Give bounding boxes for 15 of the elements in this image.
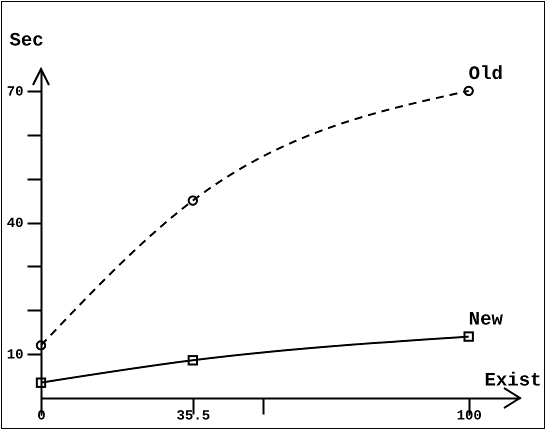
series-label: Old [468, 62, 503, 85]
point [188, 355, 198, 366]
y-tick-label: 40 [6, 216, 24, 232]
y-axis-title: Sec [10, 30, 44, 52]
point [463, 86, 474, 96]
y-tick-label: 70 [6, 84, 24, 100]
point [463, 331, 474, 342]
point [36, 340, 46, 351]
point [188, 195, 198, 206]
x-axis-title: Exist [484, 370, 542, 392]
point [36, 377, 46, 388]
y-tick-label: 10 [6, 348, 24, 364]
x-tick-label: 35.5 [176, 408, 210, 424]
series-label: New [468, 308, 504, 331]
x-tick-label: 100 [456, 408, 482, 424]
